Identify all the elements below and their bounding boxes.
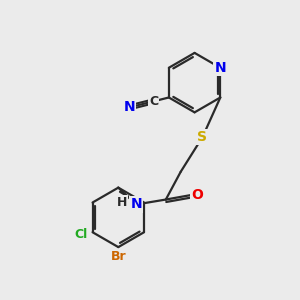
Text: N: N (214, 61, 226, 75)
Text: N: N (123, 100, 135, 114)
Text: O: O (192, 188, 203, 202)
Text: C: C (149, 95, 158, 108)
Text: Br: Br (110, 250, 126, 263)
Text: H: H (117, 196, 128, 209)
Text: N: N (130, 197, 142, 212)
Text: S: S (197, 130, 208, 144)
Text: Cl: Cl (74, 228, 87, 241)
